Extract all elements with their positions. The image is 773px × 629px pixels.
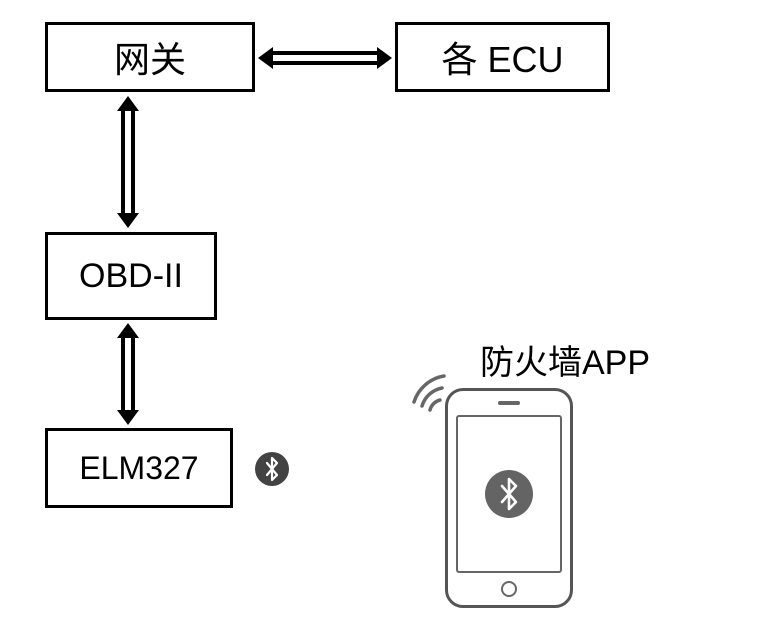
node-obd2-label: OBD-II [79, 257, 183, 296]
node-obd2: OBD-II [45, 232, 217, 320]
phone-icon [445, 388, 573, 608]
edge-gateway-ecu [258, 43, 392, 78]
node-gateway-label: 网关 [114, 31, 186, 83]
phone-screen [456, 415, 562, 573]
app-label-text: 防火墙APP [480, 344, 650, 382]
node-ecu: 各 ECU [395, 22, 610, 92]
edge-gateway-obd2 [113, 96, 143, 233]
edge-obd2-elm327 [113, 323, 143, 430]
node-elm327-label: ELM327 [79, 450, 198, 487]
phone-speaker [498, 401, 520, 405]
phone-home-button [501, 581, 517, 597]
node-elm327: ELM327 [45, 428, 233, 508]
node-gateway: 网关 [45, 22, 255, 92]
bluetooth-icon-phone [485, 470, 533, 518]
node-ecu-label: 各 ECU [441, 31, 563, 83]
bluetooth-icon-small [255, 452, 289, 486]
app-label: 防火墙APP [480, 335, 650, 384]
